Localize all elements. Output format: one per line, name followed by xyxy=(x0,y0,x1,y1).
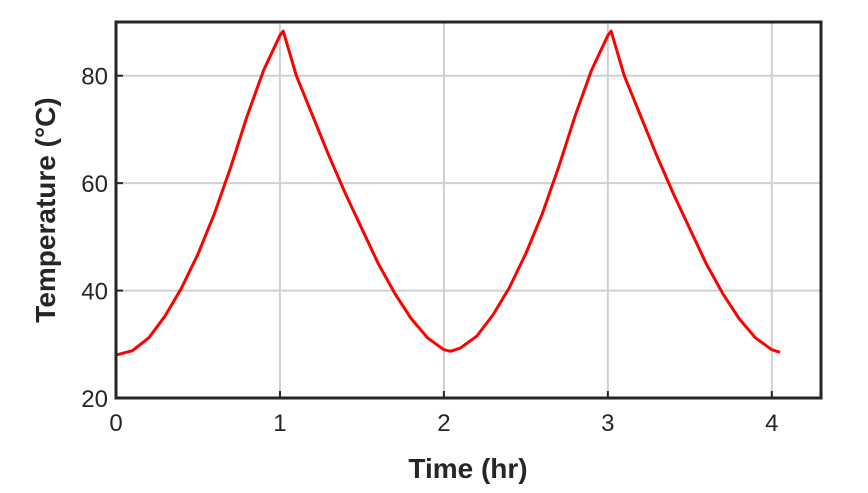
axes-box xyxy=(114,20,823,400)
data-line xyxy=(115,29,781,357)
x-tick-label: 2 xyxy=(437,410,450,437)
x-tick-label: 4 xyxy=(765,410,778,437)
x-tick-label: 1 xyxy=(273,410,286,437)
x-tick-label: 3 xyxy=(601,410,614,437)
y-tick-label: 80 xyxy=(81,64,108,91)
x-tick-label: 0 xyxy=(109,410,122,437)
y-tick-label: 40 xyxy=(81,279,108,306)
x-axis-label: Time (hr) xyxy=(408,453,527,484)
y-tick-label: 20 xyxy=(81,386,108,413)
y-axis-label: Temperature (°C) xyxy=(30,97,61,322)
y-tick-label: 60 xyxy=(81,171,108,198)
plot-area xyxy=(116,22,821,398)
